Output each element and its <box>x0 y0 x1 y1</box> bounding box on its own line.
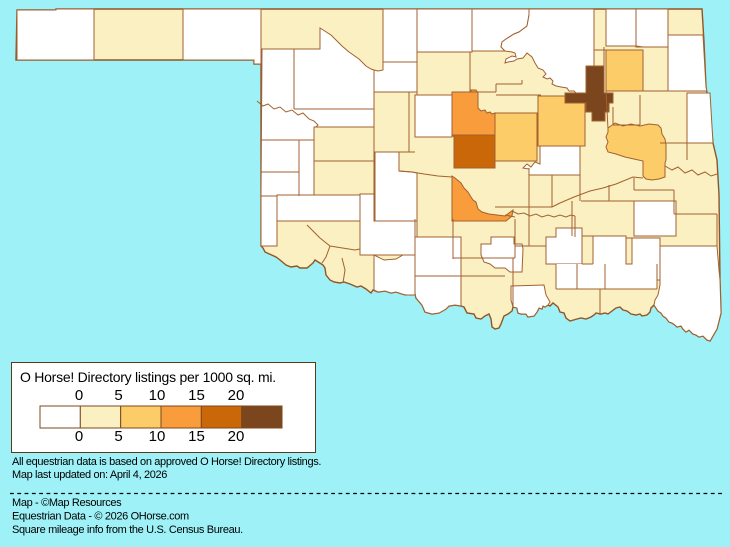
svg-text:15: 15 <box>188 428 205 445</box>
svg-text:Equestrian Data - © 2026 OHors: Equestrian Data - © 2026 OHorse.com <box>12 511 189 523</box>
svg-text:20: 20 <box>228 428 245 445</box>
svg-text:5: 5 <box>114 387 122 404</box>
svg-text:20: 20 <box>228 387 245 404</box>
svg-text:15: 15 <box>188 387 205 404</box>
svg-text:Map last updated on: April 4,: Map last updated on: April 4, 2026 <box>12 469 167 481</box>
svg-text:Map - ©Map Resources: Map - ©Map Resources <box>12 497 122 509</box>
svg-text:All equestrian data is based o: All equestrian data is based on approved… <box>12 456 321 468</box>
svg-text:10: 10 <box>149 428 166 445</box>
svg-text:10: 10 <box>149 387 166 404</box>
svg-text:0: 0 <box>75 428 83 445</box>
svg-text:0: 0 <box>75 387 83 404</box>
svg-text:Square mileage info from the U: Square mileage info from the U.S. Census… <box>12 524 243 536</box>
svg-text:5: 5 <box>114 428 122 445</box>
svg-text:O Horse! Directory listings pe: O Horse! Directory listings per 1000 sq.… <box>20 369 276 385</box>
